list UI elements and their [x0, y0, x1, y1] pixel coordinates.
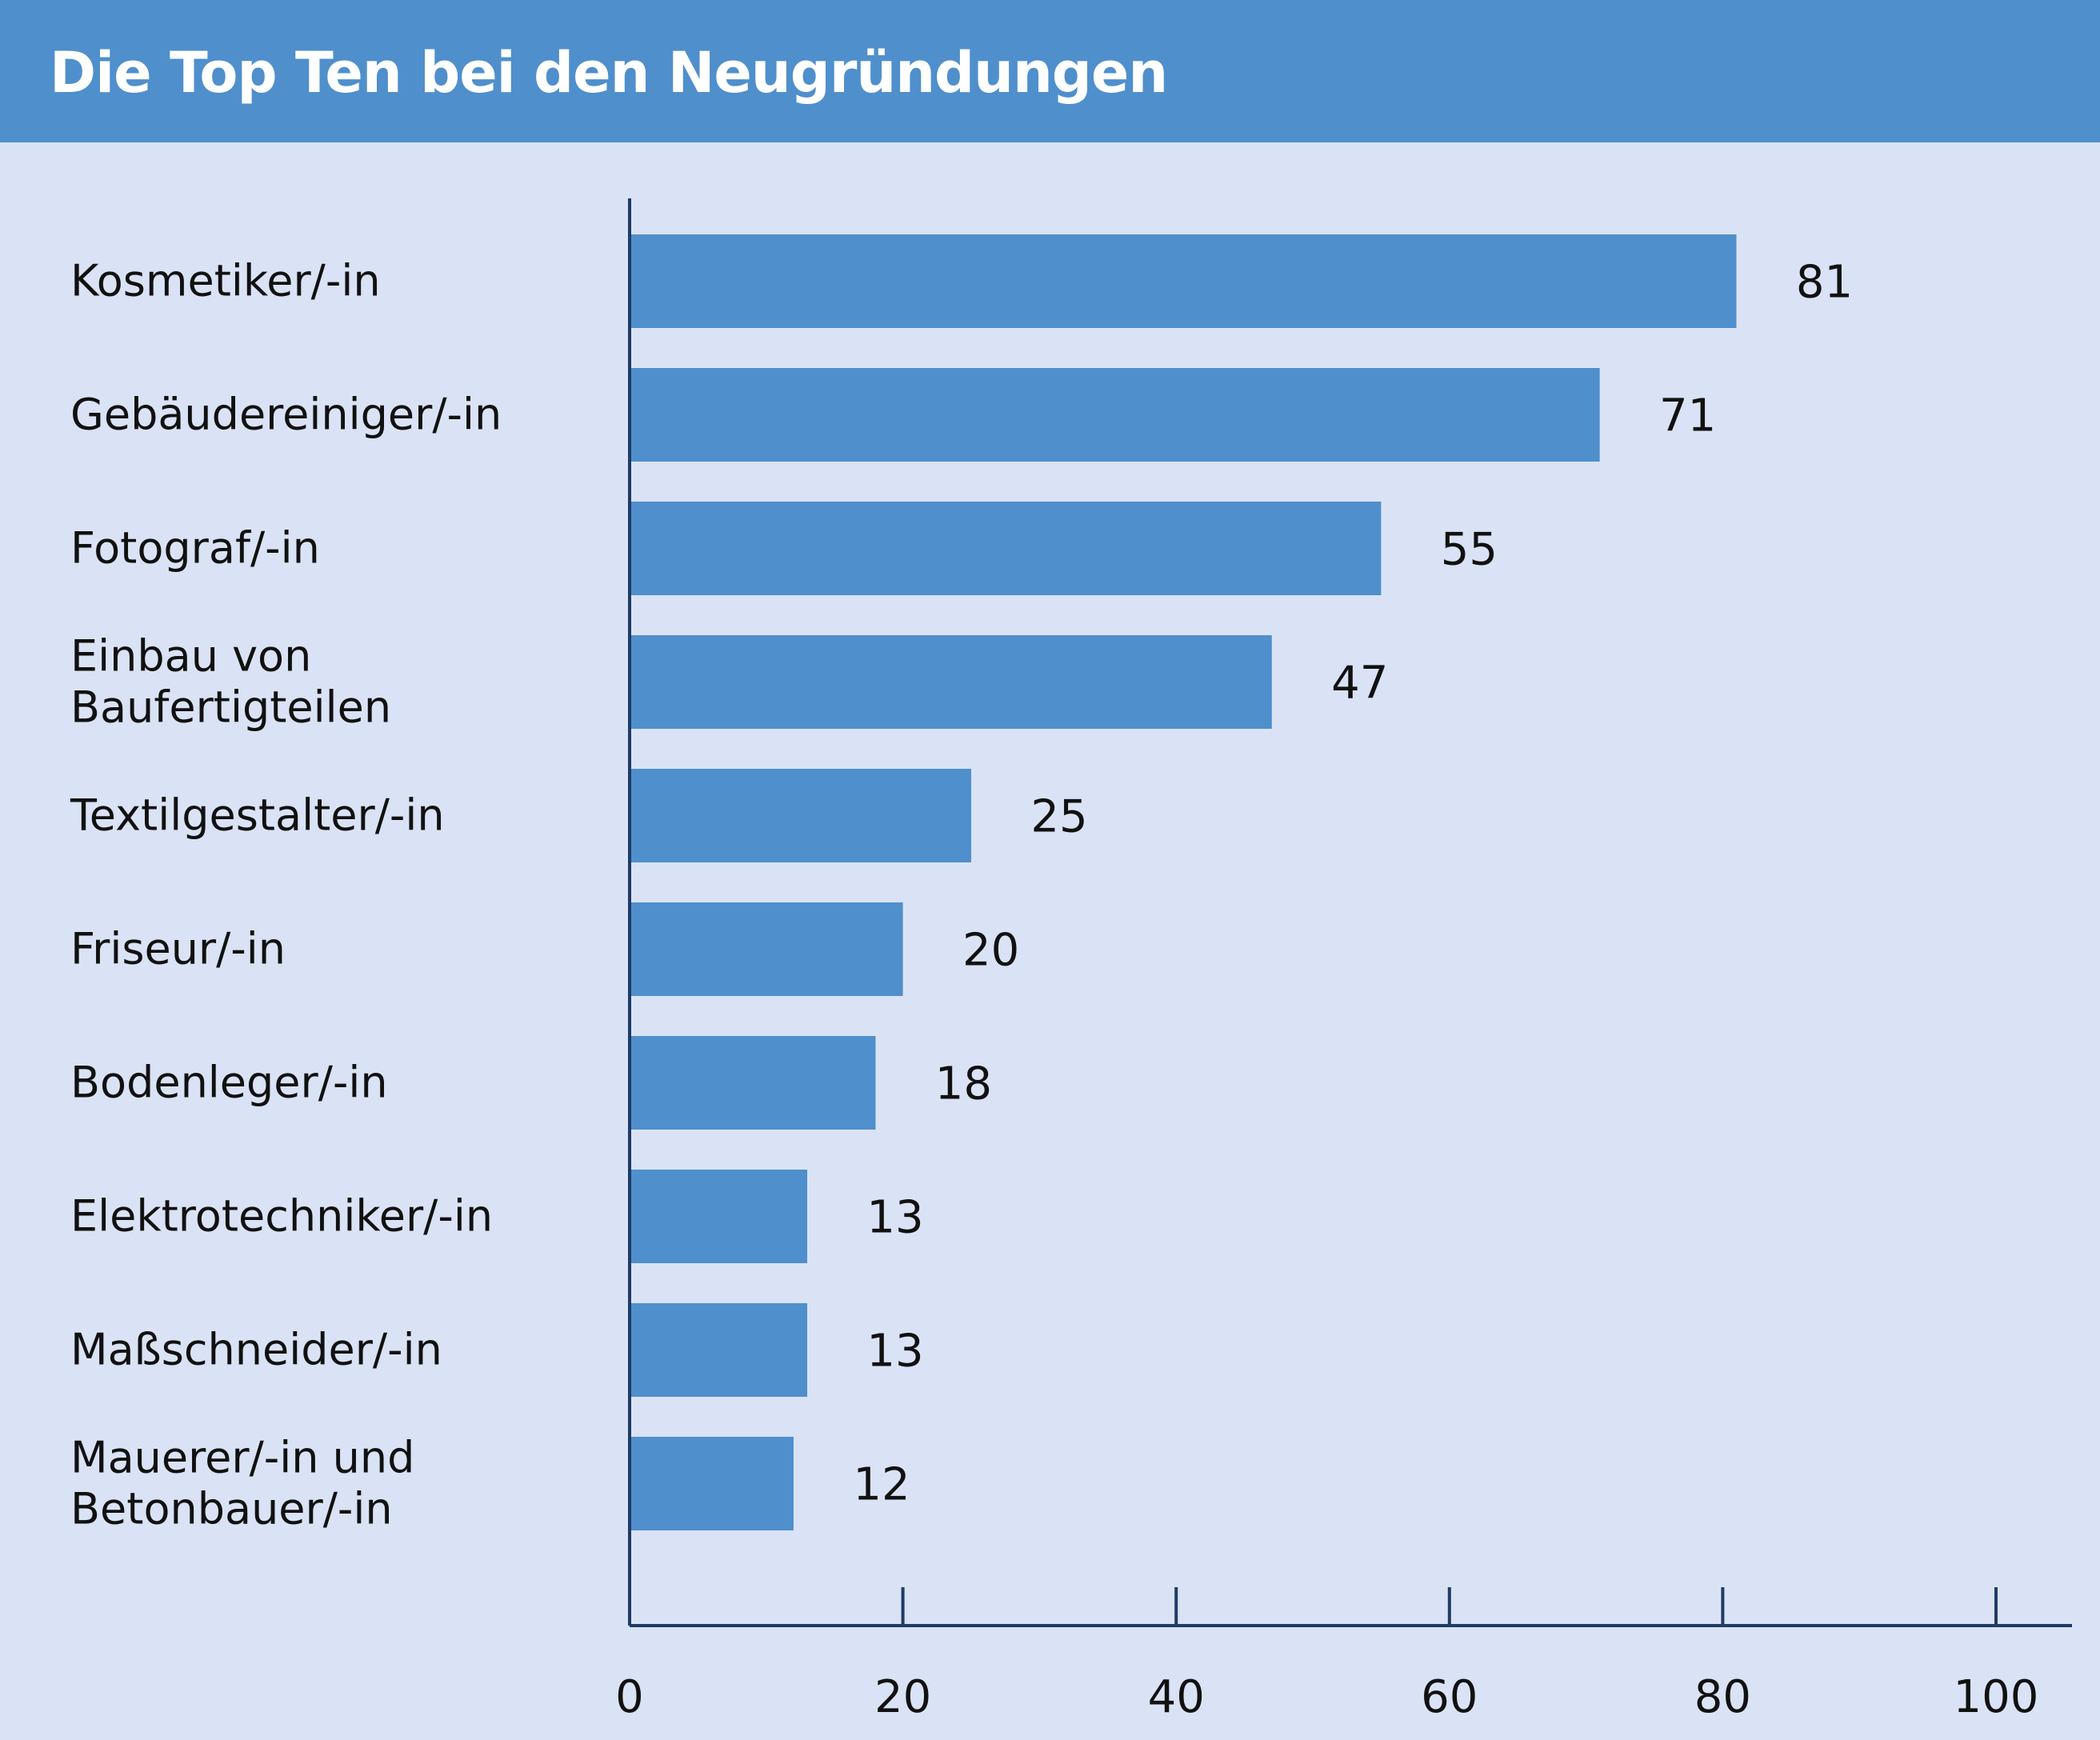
- bar-10: [630, 1437, 794, 1530]
- x-tick-label-100: 100: [1954, 1671, 2039, 1723]
- category-label-9: Maßschneider/-in: [70, 1325, 442, 1375]
- category-label-10-line-2: Betonbauer/-in: [70, 1484, 393, 1534]
- category-label-7: Bodenleger/-in: [70, 1058, 388, 1108]
- value-label-7: 18: [935, 1058, 992, 1110]
- category-label-10-line-1: Mauerer/-in und: [70, 1433, 414, 1483]
- chart-title: Die Top Ten bei den Neugründungen: [50, 40, 1168, 106]
- bar-7: [630, 1036, 876, 1130]
- bar-6: [630, 902, 903, 996]
- category-label-5: Textilgestalter/-in: [70, 790, 445, 841]
- x-tick-label-20: 20: [874, 1671, 931, 1723]
- value-label-2: 71: [1659, 390, 1716, 442]
- value-label-9: 13: [866, 1326, 923, 1378]
- category-label-4-line-1: Einbau von: [70, 631, 311, 682]
- category-label-4-line-2: Baufertigteilen: [70, 682, 391, 733]
- category-labels: Kosmetiker/-in Gebäudereiniger/-in Fotogra…: [70, 256, 502, 1534]
- category-label-1: Kosmetiker/-in: [70, 256, 381, 306]
- bar-1: [630, 234, 1737, 328]
- value-labels: 81 71 55 47 25 20 18 13 13 12: [853, 257, 1853, 1511]
- value-label-3: 55: [1441, 524, 1498, 576]
- category-label-2: Gebäudereiniger/-in: [70, 390, 502, 440]
- x-tick-label-0: 0: [615, 1671, 644, 1723]
- bars-group: [630, 234, 1737, 1530]
- bar-8: [630, 1170, 808, 1263]
- bar-9: [630, 1303, 808, 1397]
- bar-3: [630, 502, 1382, 595]
- bar-4: [630, 635, 1272, 729]
- x-tick-label-60: 60: [1421, 1671, 1478, 1723]
- x-axis: 0 20 40 60 80 100: [615, 198, 2072, 1723]
- value-label-5: 25: [1030, 791, 1087, 843]
- category-label-6: Friseur/-in: [70, 924, 286, 974]
- x-tick-label-40: 40: [1148, 1671, 1205, 1723]
- title-bar: Die Top Ten bei den Neugründungen: [0, 0, 2100, 142]
- value-label-4: 47: [1331, 658, 1388, 710]
- x-tick-label-80: 80: [1694, 1671, 1751, 1723]
- category-label-8: Elektrotechniker/-in: [70, 1191, 493, 1242]
- value-label-6: 20: [962, 925, 1019, 977]
- bar-5: [630, 769, 971, 862]
- category-label-3: Fotograf/-in: [70, 523, 320, 574]
- bar-2: [630, 368, 1600, 462]
- value-label-8: 13: [866, 1192, 923, 1244]
- value-label-1: 81: [1796, 257, 1853, 309]
- value-label-10: 12: [853, 1459, 910, 1511]
